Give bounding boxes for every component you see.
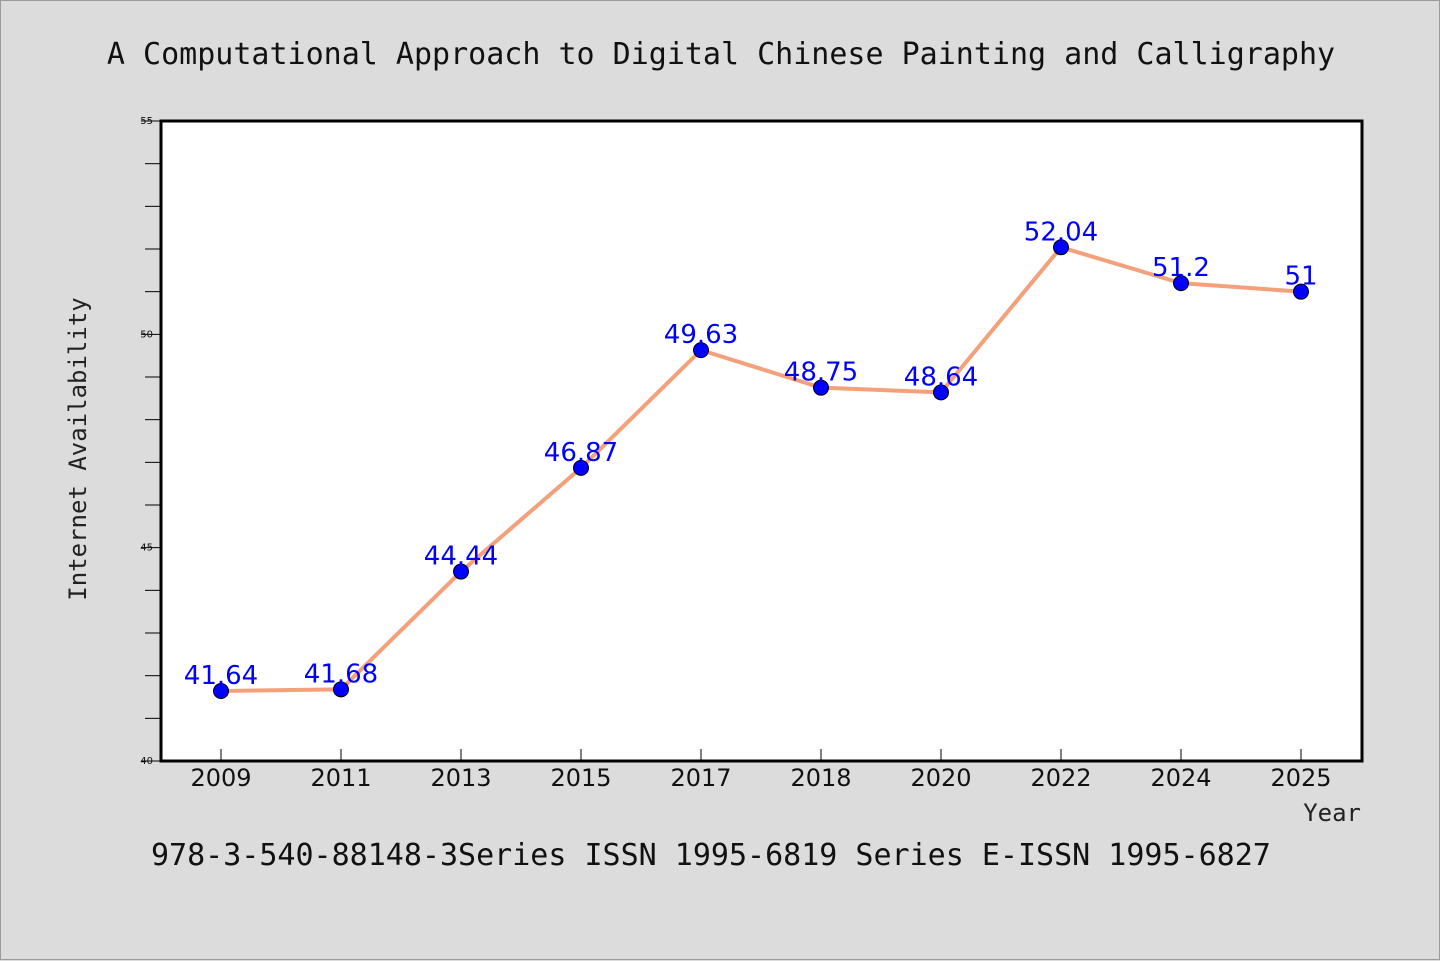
data-label: 41.68 — [304, 659, 378, 689]
data-label: 48.75 — [784, 358, 858, 388]
plot-area — [161, 121, 1362, 761]
y-tick-label: 55 — [140, 116, 153, 127]
data-point — [1173, 275, 1189, 292]
data-label: 41.64 — [184, 661, 258, 691]
x-axis-label: Year — [1303, 799, 1361, 827]
y-minor-ticks — [145, 163, 161, 719]
x-tick-label: 2022 — [1030, 764, 1091, 792]
x-tick-label: 2025 — [1270, 764, 1331, 792]
data-point — [813, 379, 829, 396]
x-tick-label: 2009 — [190, 764, 251, 792]
data-point — [573, 459, 589, 476]
data-label: 51.2 — [1152, 253, 1210, 283]
data-point — [453, 563, 469, 580]
x-tick-label: 2024 — [1150, 764, 1211, 792]
data-markers — [213, 239, 1309, 700]
data-label: 48.64 — [904, 362, 978, 392]
y-axis-label: Internet Availability — [64, 297, 92, 600]
data-label: 51 — [1284, 262, 1317, 292]
data-label: 46.87 — [544, 438, 618, 468]
y-axis-ticks: 40 45 50 55 — [140, 116, 161, 767]
x-tick-label: 2018 — [790, 764, 851, 792]
data-label: 52.04 — [1024, 217, 1098, 247]
x-tick-label: 2013 — [430, 764, 491, 792]
data-point — [1053, 239, 1069, 256]
data-labels: 41.64 41.68 44.44 46.87 49.63 48.75 48.64 52.04… — [184, 217, 1318, 691]
x-tick-label: 2017 — [670, 764, 731, 792]
data-label: 44.44 — [424, 542, 498, 572]
data-point — [1293, 283, 1309, 300]
y-tick-label: 50 — [140, 329, 153, 340]
data-point — [333, 681, 349, 698]
x-tick-label: 2011 — [310, 764, 371, 792]
y-tick-label: 40 — [140, 756, 153, 767]
footer-identifiers: 978-3-540-88148-3Series ISSN 1995-6819 S… — [151, 838, 1271, 873]
data-point — [933, 384, 949, 401]
data-label: 49.63 — [664, 320, 738, 350]
chart-title: A Computational Approach to Digital Chin… — [107, 37, 1335, 72]
plot-border — [159, 119, 1364, 763]
data-point — [213, 683, 229, 700]
y-tick-label: 45 — [140, 543, 153, 554]
series-line — [220, 245, 1302, 694]
x-tick-label: 2015 — [550, 764, 611, 792]
x-tick-label: 2020 — [910, 764, 971, 792]
x-axis-ticks: 2009 2011 2013 2015 2017 2018 2020 2022 2024 2025 — [190, 749, 1332, 792]
data-point — [693, 342, 709, 359]
